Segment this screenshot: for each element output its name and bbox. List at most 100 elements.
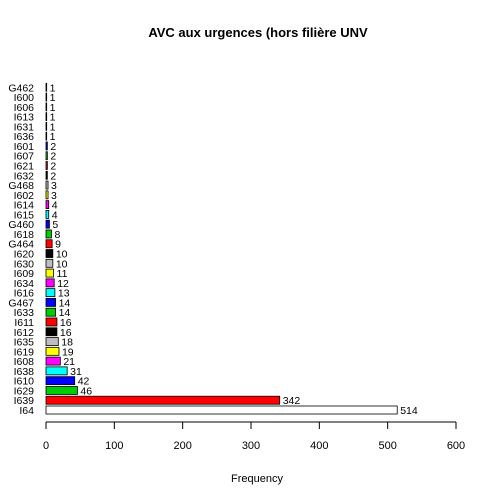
bar-I615 bbox=[45, 209, 50, 219]
category-label: I606 bbox=[14, 102, 35, 114]
value-label: 342 bbox=[283, 395, 301, 407]
value-labels: 5143424642312119181616141413121110109854… bbox=[50, 82, 418, 417]
category-label: I613 bbox=[14, 112, 35, 124]
category-label: I632 bbox=[14, 170, 35, 182]
value-label: 1 bbox=[50, 121, 56, 133]
bar-G467 bbox=[45, 298, 56, 307]
value-label: 12 bbox=[57, 278, 69, 290]
bar-I64 bbox=[45, 405, 398, 415]
category-label: G467 bbox=[8, 297, 34, 309]
chart-title: AVC aux urgences (hors filière UNV bbox=[148, 25, 368, 40]
x-tick-label: 200 bbox=[173, 440, 191, 452]
category-label: I620 bbox=[14, 249, 35, 261]
bar-I609 bbox=[45, 268, 54, 278]
value-label: 16 bbox=[60, 327, 72, 339]
bar-I601 bbox=[45, 141, 48, 151]
bar-I629 bbox=[45, 386, 78, 395]
value-label: 10 bbox=[56, 249, 68, 261]
category-label: G462 bbox=[8, 82, 34, 94]
category-label: I621 bbox=[14, 161, 35, 173]
value-label: 13 bbox=[58, 288, 70, 300]
bar-I613 bbox=[45, 112, 48, 121]
value-label: 1 bbox=[50, 131, 56, 143]
bar-I619 bbox=[45, 346, 60, 356]
bar-I600 bbox=[45, 92, 48, 102]
bar-I607 bbox=[45, 151, 48, 161]
category-label: G464 bbox=[8, 239, 34, 251]
category-label: G460 bbox=[8, 219, 34, 231]
bar-I638 bbox=[45, 366, 68, 376]
bar-G468 bbox=[45, 180, 49, 190]
category-label: I602 bbox=[14, 190, 35, 202]
category-label: I630 bbox=[14, 258, 35, 270]
bar-I634 bbox=[45, 278, 55, 288]
bar-I633 bbox=[45, 307, 56, 317]
x-tick-label: 0 bbox=[43, 440, 49, 452]
category-label: I612 bbox=[14, 327, 35, 339]
value-label: 18 bbox=[61, 337, 73, 349]
value-label: 46 bbox=[80, 385, 92, 397]
value-label: 16 bbox=[60, 317, 72, 329]
bar-I602 bbox=[45, 190, 49, 200]
x-tick-label: 100 bbox=[105, 440, 123, 452]
category-label: G468 bbox=[8, 180, 34, 192]
category-label: I608 bbox=[14, 356, 35, 368]
category-label: I629 bbox=[14, 385, 35, 397]
category-label: I614 bbox=[14, 200, 35, 212]
category-labels: I64I639I629I610I638I608I619I635I612I611I… bbox=[8, 82, 34, 417]
category-label: I611 bbox=[14, 317, 34, 329]
bar-G462 bbox=[45, 82, 48, 92]
bar-I632 bbox=[45, 170, 48, 180]
x-tick-label: 600 bbox=[447, 440, 465, 452]
category-label: I616 bbox=[14, 288, 35, 300]
x-tick-label: 400 bbox=[310, 440, 328, 452]
value-label: 514 bbox=[400, 405, 418, 417]
value-label: 1 bbox=[50, 112, 56, 124]
category-label: I600 bbox=[14, 92, 35, 104]
value-label: 2 bbox=[50, 151, 56, 163]
category-label: I618 bbox=[14, 229, 35, 241]
bar-I616 bbox=[45, 288, 56, 298]
bar-G464 bbox=[45, 239, 53, 249]
bar-I621 bbox=[45, 161, 48, 170]
bar-I630 bbox=[45, 258, 54, 268]
value-label: 1 bbox=[50, 82, 56, 94]
value-label: 5 bbox=[52, 219, 58, 231]
category-label: I634 bbox=[14, 278, 35, 290]
bars-group bbox=[45, 82, 398, 415]
bar-I635 bbox=[45, 337, 59, 346]
value-label: 1 bbox=[50, 102, 56, 114]
value-label: 2 bbox=[50, 170, 56, 182]
bar-G460 bbox=[45, 219, 50, 229]
bar-I612 bbox=[45, 327, 58, 337]
category-label: I636 bbox=[14, 131, 35, 143]
category-label: I615 bbox=[14, 209, 35, 221]
category-label: I638 bbox=[14, 366, 35, 378]
category-label: I619 bbox=[14, 346, 35, 358]
category-label: I601 bbox=[14, 141, 35, 153]
value-label: 19 bbox=[62, 346, 74, 358]
category-label: I633 bbox=[14, 307, 35, 319]
value-label: 2 bbox=[50, 141, 56, 153]
category-label: I631 bbox=[14, 121, 35, 133]
value-label: 3 bbox=[51, 180, 57, 192]
value-label: 42 bbox=[78, 376, 90, 388]
bar-I620 bbox=[45, 249, 54, 258]
bar-I608 bbox=[45, 356, 61, 366]
value-label: 11 bbox=[57, 268, 68, 280]
category-label: I64 bbox=[19, 405, 34, 417]
bar-I611 bbox=[45, 317, 58, 327]
bar-I618 bbox=[45, 229, 52, 239]
value-label: 9 bbox=[55, 239, 61, 251]
bar-I606 bbox=[45, 102, 48, 112]
category-label: I610 bbox=[14, 376, 35, 388]
value-label: 4 bbox=[52, 200, 58, 212]
x-tick-label: 500 bbox=[378, 440, 396, 452]
value-label: 10 bbox=[56, 258, 68, 270]
value-label: 1 bbox=[50, 92, 56, 104]
x-tick-label: 300 bbox=[242, 440, 260, 452]
category-label: I609 bbox=[14, 268, 35, 280]
category-label: I607 bbox=[14, 151, 35, 163]
bar-I636 bbox=[45, 131, 48, 141]
